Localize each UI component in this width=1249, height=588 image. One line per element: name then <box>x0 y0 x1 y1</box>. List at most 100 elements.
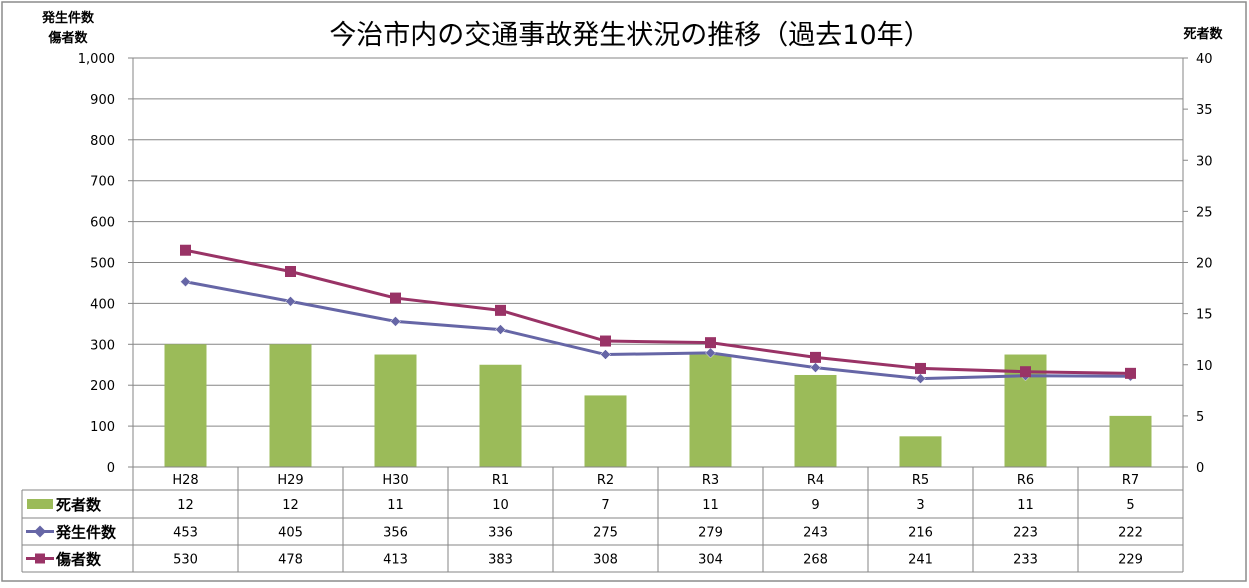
marker-H28 <box>180 244 191 256</box>
bar-R4 <box>794 374 837 467</box>
right-tick-label: 35 <box>1196 103 1213 118</box>
category-label: R6 <box>1017 473 1034 488</box>
marker-R1 <box>495 304 506 316</box>
bar-H30 <box>374 354 417 467</box>
bar-H29 <box>269 344 312 467</box>
right-tick-label: 5 <box>1196 410 1204 425</box>
table-cell: 336 <box>488 526 513 541</box>
left-axis-label-1: 発生件数 <box>41 10 95 26</box>
right-tick-label: 20 <box>1196 257 1213 272</box>
marker-R2 <box>600 335 611 347</box>
left-tick-label: 200 <box>90 379 115 394</box>
category-label: H28 <box>172 473 198 488</box>
bar-R2 <box>584 395 627 467</box>
table-cell: 10 <box>492 498 509 513</box>
legend-label: 死者数 <box>56 496 102 514</box>
table-cell: 12 <box>177 498 194 513</box>
legend-bar-icon <box>27 499 53 509</box>
marker-H29 <box>285 265 296 277</box>
right-tick-label: 15 <box>1196 308 1213 323</box>
table-cell: 356 <box>383 526 408 541</box>
left-tick-label: 100 <box>90 420 115 435</box>
bar-R7 <box>1109 415 1152 467</box>
right-tick-label: 30 <box>1196 154 1213 169</box>
right-tick-label: 25 <box>1196 205 1213 220</box>
legend-label: 傷者数 <box>55 551 102 569</box>
right-tick-label: 0 <box>1196 461 1204 476</box>
marker-R3 <box>705 347 716 359</box>
line-diamond <box>185 280 1131 381</box>
table-cell: 5 <box>1126 498 1134 513</box>
bar-R1 <box>479 364 522 467</box>
category-label: R3 <box>702 473 719 488</box>
left-tick-label: 1,000 <box>78 52 115 67</box>
left-tick-label: 500 <box>90 257 115 272</box>
left-tick-label: 400 <box>90 297 115 312</box>
marker-R2 <box>600 349 611 360</box>
bar-H28 <box>164 344 207 467</box>
table-cell: 304 <box>698 553 723 568</box>
table-cell: 478 <box>278 553 303 568</box>
marker-R4 <box>810 351 821 363</box>
line-square <box>185 248 1131 375</box>
category-label: H29 <box>277 473 303 488</box>
marker-R5 <box>915 362 926 374</box>
table-cell: 9 <box>811 498 819 513</box>
table-cell: 12 <box>282 498 299 513</box>
category-label: R1 <box>492 473 509 488</box>
left-tick-label: 300 <box>90 338 115 353</box>
marker-R7 <box>1125 367 1136 379</box>
left-tick-label: 0 <box>107 461 115 476</box>
table-cell: 243 <box>803 526 828 541</box>
left-tick-label: 600 <box>90 216 115 231</box>
table-cell: 222 <box>1118 526 1143 541</box>
legend-diamond-marker <box>34 525 46 538</box>
table-cell: 11 <box>1017 498 1034 513</box>
legend-square-marker <box>35 553 45 564</box>
table-cell: 405 <box>278 526 303 541</box>
table-cell: 530 <box>173 553 198 568</box>
left-tick-label: 800 <box>90 134 115 149</box>
legend-label: 発生件数 <box>55 524 117 542</box>
left-tick-label: 900 <box>90 93 115 108</box>
marker-H28 <box>180 276 191 288</box>
table-cell: 233 <box>1013 553 1038 568</box>
table-cell: 241 <box>908 553 933 568</box>
bar-R3 <box>689 354 732 467</box>
table-cell: 11 <box>387 498 404 513</box>
table-cell: 216 <box>908 526 933 541</box>
marker-H30 <box>390 316 401 327</box>
bar-R5 <box>899 436 942 467</box>
marker-H30 <box>390 292 401 304</box>
category-label: R7 <box>1122 473 1139 488</box>
left-axis-label-2: 傷者数 <box>47 30 88 46</box>
category-label: H30 <box>382 473 408 488</box>
marker-R4 <box>810 362 821 373</box>
table-cell: 453 <box>173 526 198 541</box>
table-cell: 383 <box>488 553 513 568</box>
right-tick-label: 10 <box>1196 359 1213 374</box>
table-cell: 11 <box>702 498 719 513</box>
category-label: R2 <box>597 473 614 488</box>
table-cell: 308 <box>593 553 618 568</box>
table-cell: 275 <box>593 526 618 541</box>
marker-H29 <box>285 296 296 307</box>
table-cell: 279 <box>698 526 723 541</box>
chart-title: 今治市内の交通事故発生状況の推移（過去10年） <box>329 20 930 51</box>
table-cell: 223 <box>1013 526 1038 541</box>
table-cell: 7 <box>601 498 609 513</box>
right-tick-label: 40 <box>1196 52 1213 67</box>
category-label: R5 <box>912 473 929 488</box>
category-label: R4 <box>807 473 824 488</box>
right-axis-label: 死者数 <box>1183 26 1223 42</box>
table-cell: 413 <box>383 553 408 568</box>
marker-R6 <box>1020 366 1031 378</box>
marker-R1 <box>495 324 506 335</box>
marker-R5 <box>915 373 926 385</box>
table-cell: 229 <box>1118 553 1143 568</box>
table-cell: 268 <box>803 553 828 568</box>
left-tick-label: 700 <box>90 175 115 190</box>
table-cell: 3 <box>916 498 924 513</box>
